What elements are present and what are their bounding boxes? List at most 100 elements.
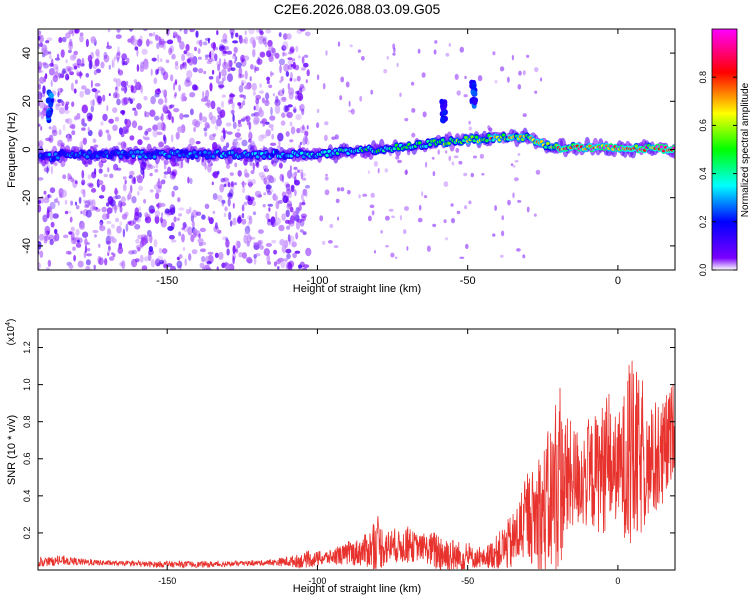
noise-speckle <box>383 69 388 74</box>
noise-speckle <box>423 195 428 199</box>
noise-speckle <box>239 35 243 44</box>
noise-speckle <box>75 205 80 210</box>
noise-speckle <box>433 49 437 55</box>
noise-speckle <box>131 120 138 129</box>
noise-speckle <box>349 44 353 48</box>
noise-speckle <box>285 71 290 77</box>
noise-speckle <box>82 231 89 238</box>
noise-speckle <box>109 256 115 261</box>
noise-speckle <box>494 79 498 84</box>
noise-speckle <box>82 189 86 198</box>
colorbar-gradient <box>711 28 738 271</box>
noise-speckle <box>417 217 423 223</box>
noise-speckle <box>287 104 293 108</box>
noise-speckle <box>262 37 267 45</box>
noise-speckle <box>222 127 225 134</box>
noise-speckle <box>91 88 98 93</box>
noise-speckle <box>370 89 374 95</box>
noise-speckle <box>81 127 86 131</box>
noise-speckle <box>199 248 207 253</box>
noise-speckle <box>404 117 409 122</box>
noise-speckle <box>75 242 82 248</box>
noise-speckle <box>157 177 160 186</box>
ridge-mark <box>211 154 216 158</box>
noise-speckle <box>301 56 305 64</box>
noise-speckle <box>218 80 224 90</box>
noise-speckle <box>274 99 281 107</box>
noise-speckle <box>84 204 90 209</box>
noise-speckle <box>121 53 128 61</box>
noise-speckle <box>459 46 464 53</box>
noise-speckle <box>179 63 183 70</box>
noise-speckle <box>242 187 246 194</box>
noise-speckle <box>229 172 234 176</box>
noise-speckle <box>232 256 235 265</box>
noise-speckle <box>421 191 424 197</box>
feature-mark <box>48 92 54 99</box>
noise-speckle <box>298 55 301 59</box>
noise-speckle <box>131 196 137 204</box>
noise-speckle <box>422 111 427 118</box>
noise-speckle <box>71 130 76 136</box>
noise-speckle <box>139 65 145 73</box>
noise-speckle <box>290 63 294 68</box>
noise-speckle <box>107 228 111 235</box>
ridge-mark <box>136 150 140 154</box>
noise-speckle <box>265 99 269 103</box>
noise-speckle <box>207 58 214 62</box>
noise-speckle <box>45 267 50 270</box>
noise-speckle <box>291 58 296 62</box>
spectrogram-x-tick-label: -100 <box>306 275 328 287</box>
noise-speckle <box>47 194 50 198</box>
noise-speckle <box>281 213 286 221</box>
noise-speckle <box>50 165 53 175</box>
noise-speckle <box>303 54 309 58</box>
noise-speckle <box>293 78 297 82</box>
noise-speckle <box>149 40 153 45</box>
noise-speckle <box>232 121 237 129</box>
noise-speckle <box>117 69 124 76</box>
noise-speckle <box>161 89 168 95</box>
noise-speckle <box>232 202 235 209</box>
noise-speckle <box>271 133 275 140</box>
noise-speckle <box>275 210 278 220</box>
noise-speckle <box>87 174 92 180</box>
noise-speckle <box>188 137 195 146</box>
noise-speckle <box>79 140 84 150</box>
noise-speckle <box>171 53 176 60</box>
noise-speckle <box>191 249 198 255</box>
noise-speckle <box>148 32 153 37</box>
noise-speckle <box>96 52 100 60</box>
noise-speckle <box>265 29 272 34</box>
noise-speckle <box>69 38 73 47</box>
noise-speckle <box>84 88 91 95</box>
noise-speckle <box>390 252 395 258</box>
noise-speckle <box>104 258 108 266</box>
noise-speckle <box>373 250 377 254</box>
noise-speckle <box>42 85 46 94</box>
noise-speckle <box>283 63 290 72</box>
noise-speckle <box>468 120 471 125</box>
noise-speckle <box>399 92 402 98</box>
noise-speckle <box>331 136 336 140</box>
noise-speckle <box>183 29 188 35</box>
noise-speckle <box>114 204 117 214</box>
spectrogram-x-axis-label: Height of straight line (km) <box>293 283 421 295</box>
noise-speckle <box>250 64 254 70</box>
noise-speckle <box>161 212 164 218</box>
noise-speckle <box>53 234 57 243</box>
noise-speckle <box>204 203 210 209</box>
noise-speckle <box>222 50 228 54</box>
feature-mark <box>440 117 445 124</box>
noise-speckle <box>448 155 452 161</box>
noise-speckle <box>65 73 70 81</box>
noise-speckle <box>137 125 143 131</box>
noise-speckle <box>98 180 104 186</box>
noise-speckle <box>195 141 201 145</box>
noise-speckle <box>197 48 201 55</box>
noise-speckle <box>55 103 60 111</box>
noise-speckle <box>225 142 230 149</box>
noise-speckle <box>281 112 286 118</box>
noise-speckle <box>70 200 73 206</box>
snr-x-tick-label: 0 <box>615 576 620 586</box>
